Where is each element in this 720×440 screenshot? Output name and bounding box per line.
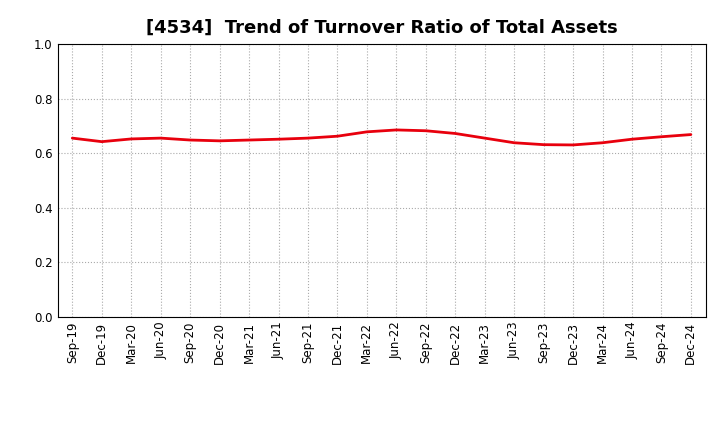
Title: [4534]  Trend of Turnover Ratio of Total Assets: [4534] Trend of Turnover Ratio of Total …: [145, 19, 618, 37]
